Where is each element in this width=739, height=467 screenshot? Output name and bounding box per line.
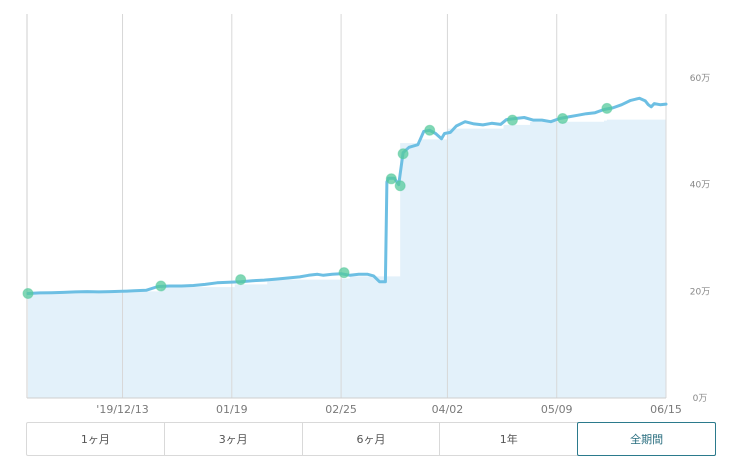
y-tick-label: 60万	[690, 74, 710, 84]
data-point-marker	[397, 148, 409, 160]
x-tick-label: 01/19	[216, 403, 248, 416]
data-point-marker	[155, 280, 167, 292]
data-point-marker	[557, 113, 569, 125]
data-point-marker	[601, 102, 613, 114]
data-point-marker	[22, 287, 34, 299]
x-tick-label: 05/09	[541, 403, 573, 416]
chart-svg: '19/12/13 01/19 02/25 04/02 05/09 06/15 0万 20万 4…	[22, 14, 710, 416]
y-tick-label: 40万	[690, 181, 710, 191]
x-tick-label: 02/25	[325, 403, 357, 416]
valuation-line	[26, 96, 668, 295]
range-tabs: 1ヶ月 3ヶ月 6ヶ月 1年 全期間	[26, 422, 716, 456]
data-point-marker	[385, 173, 397, 185]
x-tick-label: 04/02	[432, 403, 464, 416]
range-tab-1y[interactable]: 1年	[440, 423, 579, 455]
y-tick-label: 0万	[693, 394, 708, 404]
asset-chart: '19/12/13 01/19 02/25 04/02 05/09 06/15 0万 20万 4…	[22, 14, 710, 416]
range-tab-3m[interactable]: 3ヶ月	[165, 423, 303, 455]
data-point-marker	[235, 274, 247, 286]
data-point-marker	[424, 124, 436, 136]
area-holdings	[28, 119, 666, 398]
data-point-marker	[506, 114, 518, 126]
range-tab-1m[interactable]: 1ヶ月	[27, 423, 165, 455]
y-tick-label: 20万	[690, 287, 710, 297]
data-point-marker	[338, 267, 350, 279]
data-point-marker	[394, 180, 406, 192]
range-tab-all[interactable]: 全期間	[577, 422, 716, 456]
x-tick-label: '19/12/13	[96, 403, 148, 416]
x-tick-label: 06/15	[650, 403, 682, 416]
range-tab-6m[interactable]: 6ヶ月	[303, 423, 441, 455]
